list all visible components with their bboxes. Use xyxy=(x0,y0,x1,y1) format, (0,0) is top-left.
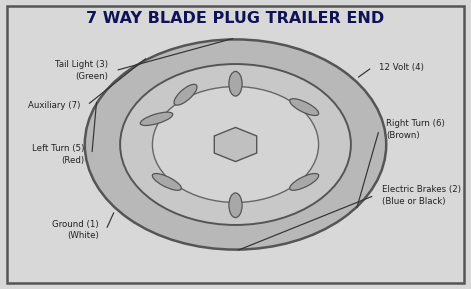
Ellipse shape xyxy=(140,112,173,125)
Ellipse shape xyxy=(290,99,319,116)
Ellipse shape xyxy=(174,84,197,105)
Text: Tail Light (3)
(Green): Tail Light (3) (Green) xyxy=(55,60,108,81)
Ellipse shape xyxy=(152,173,181,190)
Ellipse shape xyxy=(229,71,242,96)
Text: Auxiliary (7): Auxiliary (7) xyxy=(28,101,80,110)
Text: Right Turn (6)
(Brown): Right Turn (6) (Brown) xyxy=(386,119,445,140)
Polygon shape xyxy=(214,127,257,162)
Text: Left Turn (5)
(Red): Left Turn (5) (Red) xyxy=(32,144,85,164)
Ellipse shape xyxy=(290,173,319,190)
Text: 7 WAY BLADE PLUG TRAILER END: 7 WAY BLADE PLUG TRAILER END xyxy=(86,12,385,27)
Text: Ground (1)
(White): Ground (1) (White) xyxy=(52,220,99,240)
Circle shape xyxy=(120,64,351,225)
Circle shape xyxy=(85,39,386,250)
Text: 12 Volt (4): 12 Volt (4) xyxy=(379,63,424,72)
Text: Electric Brakes (2)
(Blue or Black): Electric Brakes (2) (Blue or Black) xyxy=(382,185,461,206)
Ellipse shape xyxy=(229,193,242,218)
Circle shape xyxy=(153,87,318,202)
